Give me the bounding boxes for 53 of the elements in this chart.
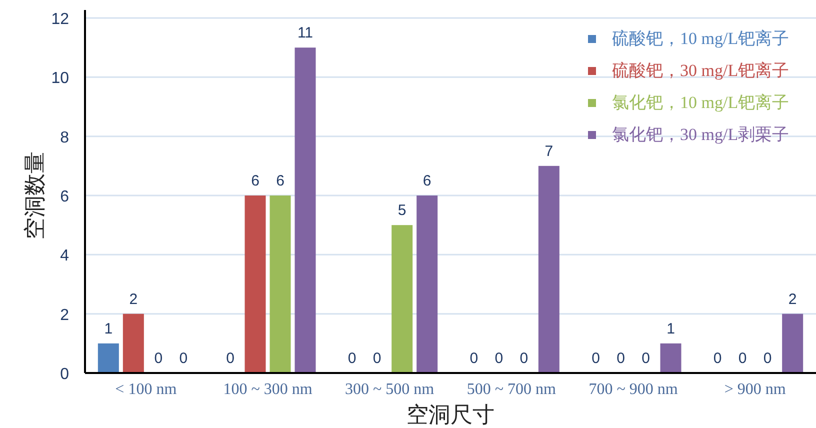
- data-label: 0: [713, 350, 722, 367]
- y-tick-label: 2: [60, 306, 70, 324]
- data-label: 0: [642, 350, 650, 367]
- data-label: 11: [297, 24, 314, 42]
- x-tick-label: 100 ~ 300 nm: [223, 381, 313, 398]
- y-tick-label: 12: [51, 11, 70, 28]
- data-label: 0: [738, 350, 747, 367]
- y-tick-label: 6: [60, 188, 70, 206]
- x-tick-label: 700 ~ 900 nm: [588, 381, 678, 398]
- data-label: 0: [494, 350, 504, 367]
- data-label: 0: [154, 350, 163, 367]
- data-label: 6: [251, 172, 260, 190]
- data-label: 0: [348, 350, 356, 367]
- data-label: 0: [616, 350, 625, 367]
- x-tick-label: < 100 nm: [115, 381, 178, 398]
- bar: [392, 225, 413, 373]
- data-label: 0: [372, 350, 382, 367]
- bar: [782, 314, 804, 373]
- bar: [270, 196, 291, 373]
- data-label: 0: [179, 350, 188, 367]
- x-tick-label: 300 ~ 500 nm: [345, 381, 435, 398]
- data-label: 6: [276, 172, 284, 190]
- legend-label: 氯化钯，30 mg/L剥栗子: [612, 125, 790, 144]
- x-tick-label: > 900 nm: [724, 381, 786, 398]
- bar: [122, 314, 144, 373]
- bar: [98, 343, 119, 373]
- legend-label: 硫酸钯，10 mg/L钯离子: [612, 29, 790, 48]
- data-label: 7: [544, 142, 554, 160]
- data-label: 0: [763, 350, 772, 367]
- legend-label: 硫酸钯，30 mg/L钯离子: [612, 61, 790, 80]
- data-label: 0: [470, 350, 478, 367]
- y-tick-label: 8: [60, 129, 70, 146]
- bar: [244, 196, 266, 373]
- data-label: 6: [422, 172, 432, 190]
- data-label: 2: [129, 290, 138, 308]
- data-label: 5: [398, 202, 406, 220]
- y-tick-label: 4: [60, 248, 70, 265]
- data-label: 0: [226, 350, 234, 367]
- bar: [416, 196, 438, 373]
- y-tick-label: 10: [51, 70, 70, 88]
- data-label: 0: [592, 350, 600, 367]
- legend-label: 氯化钯，10 mg/L钯离子: [612, 93, 790, 112]
- bar: [294, 48, 316, 373]
- bar: [660, 343, 682, 373]
- x-axis-title: 空洞尺寸: [406, 402, 494, 427]
- y-tick-label: 0: [60, 366, 70, 383]
- data-label: 1: [666, 320, 675, 338]
- data-label: 1: [104, 320, 113, 338]
- data-label: 0: [520, 350, 528, 367]
- x-tick-label: 500 ~ 700 nm: [466, 381, 557, 398]
- y-axis-title: 空洞数量: [22, 152, 47, 240]
- bar: [538, 166, 560, 373]
- data-label: 2: [788, 290, 797, 308]
